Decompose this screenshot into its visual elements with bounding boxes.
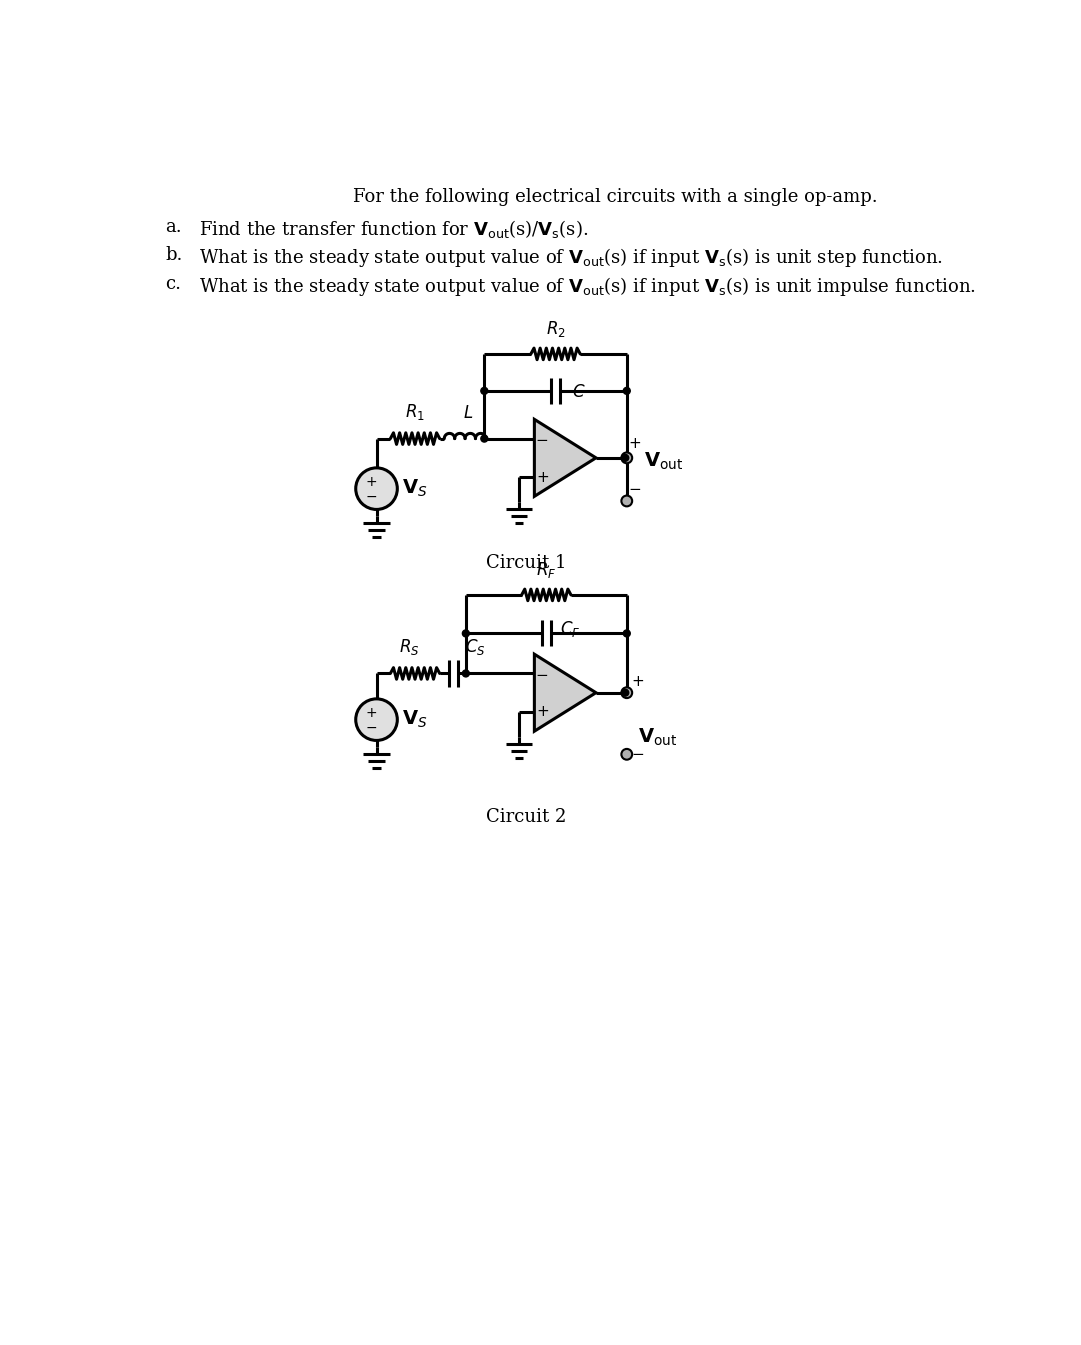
Circle shape (622, 495, 632, 506)
Circle shape (481, 387, 488, 394)
Circle shape (622, 749, 632, 760)
Circle shape (622, 452, 632, 463)
Text: $R_1$: $R_1$ (405, 402, 425, 422)
Text: Circuit 2: Circuit 2 (486, 808, 566, 826)
Text: $R_S$: $R_S$ (399, 636, 419, 656)
Circle shape (463, 629, 469, 638)
Text: $C_F$: $C_F$ (560, 619, 580, 639)
Text: $\mathbf{V}_\mathrm{out}$: $\mathbf{V}_\mathrm{out}$ (638, 726, 677, 748)
Text: $R_F$: $R_F$ (536, 560, 557, 580)
Circle shape (622, 455, 629, 461)
Text: $C_S$: $C_S$ (465, 636, 485, 656)
Circle shape (622, 689, 629, 697)
Polygon shape (534, 420, 596, 496)
Text: a.: a. (165, 218, 183, 235)
Circle shape (624, 629, 630, 638)
Text: $-$: $-$ (631, 745, 644, 760)
Text: $\mathbf{V}_S$: $\mathbf{V}_S$ (402, 709, 427, 730)
Text: $+$: $+$ (628, 437, 641, 452)
Text: Circuit 1: Circuit 1 (486, 554, 566, 572)
Circle shape (624, 387, 630, 394)
Text: c.: c. (165, 274, 182, 293)
Circle shape (356, 468, 398, 510)
Text: +: + (365, 475, 377, 488)
Text: $+$: $+$ (535, 469, 549, 484)
Text: −: − (365, 490, 377, 503)
Text: b.: b. (165, 246, 183, 264)
Text: $C$: $C$ (573, 383, 586, 401)
Text: $-$: $-$ (628, 480, 641, 495)
Text: Find the transfer function for $\mathbf{V}_\mathrm{out}$(s)/$\mathbf{V}_\mathrm{: Find the transfer function for $\mathbf{… (199, 218, 589, 239)
Text: What is the steady state output value of $\mathbf{V}_\mathrm{out}$(s) if input $: What is the steady state output value of… (199, 274, 976, 297)
Circle shape (622, 687, 632, 698)
Polygon shape (534, 654, 596, 732)
Text: $R_2$: $R_2$ (546, 319, 565, 339)
Text: $-$: $-$ (535, 432, 549, 447)
Text: $L$: $L$ (463, 404, 473, 422)
Text: $-$: $-$ (535, 666, 549, 681)
Circle shape (463, 670, 469, 677)
Text: $\mathbf{V}_S$: $\mathbf{V}_S$ (402, 477, 427, 499)
Text: $\mathbf{V}_\mathrm{out}$: $\mathbf{V}_\mathrm{out}$ (643, 451, 683, 472)
Text: +: + (365, 706, 377, 720)
Text: What is the steady state output value of $\mathbf{V}_\mathrm{out}$(s) if input $: What is the steady state output value of… (199, 246, 944, 269)
Text: For the following electrical circuits with a single op-amp.: For the following electrical circuits wi… (353, 188, 878, 206)
Circle shape (356, 699, 398, 741)
Text: −: − (365, 721, 377, 734)
Text: $+$: $+$ (535, 705, 549, 720)
Circle shape (481, 436, 488, 443)
Text: $+$: $+$ (631, 674, 644, 689)
